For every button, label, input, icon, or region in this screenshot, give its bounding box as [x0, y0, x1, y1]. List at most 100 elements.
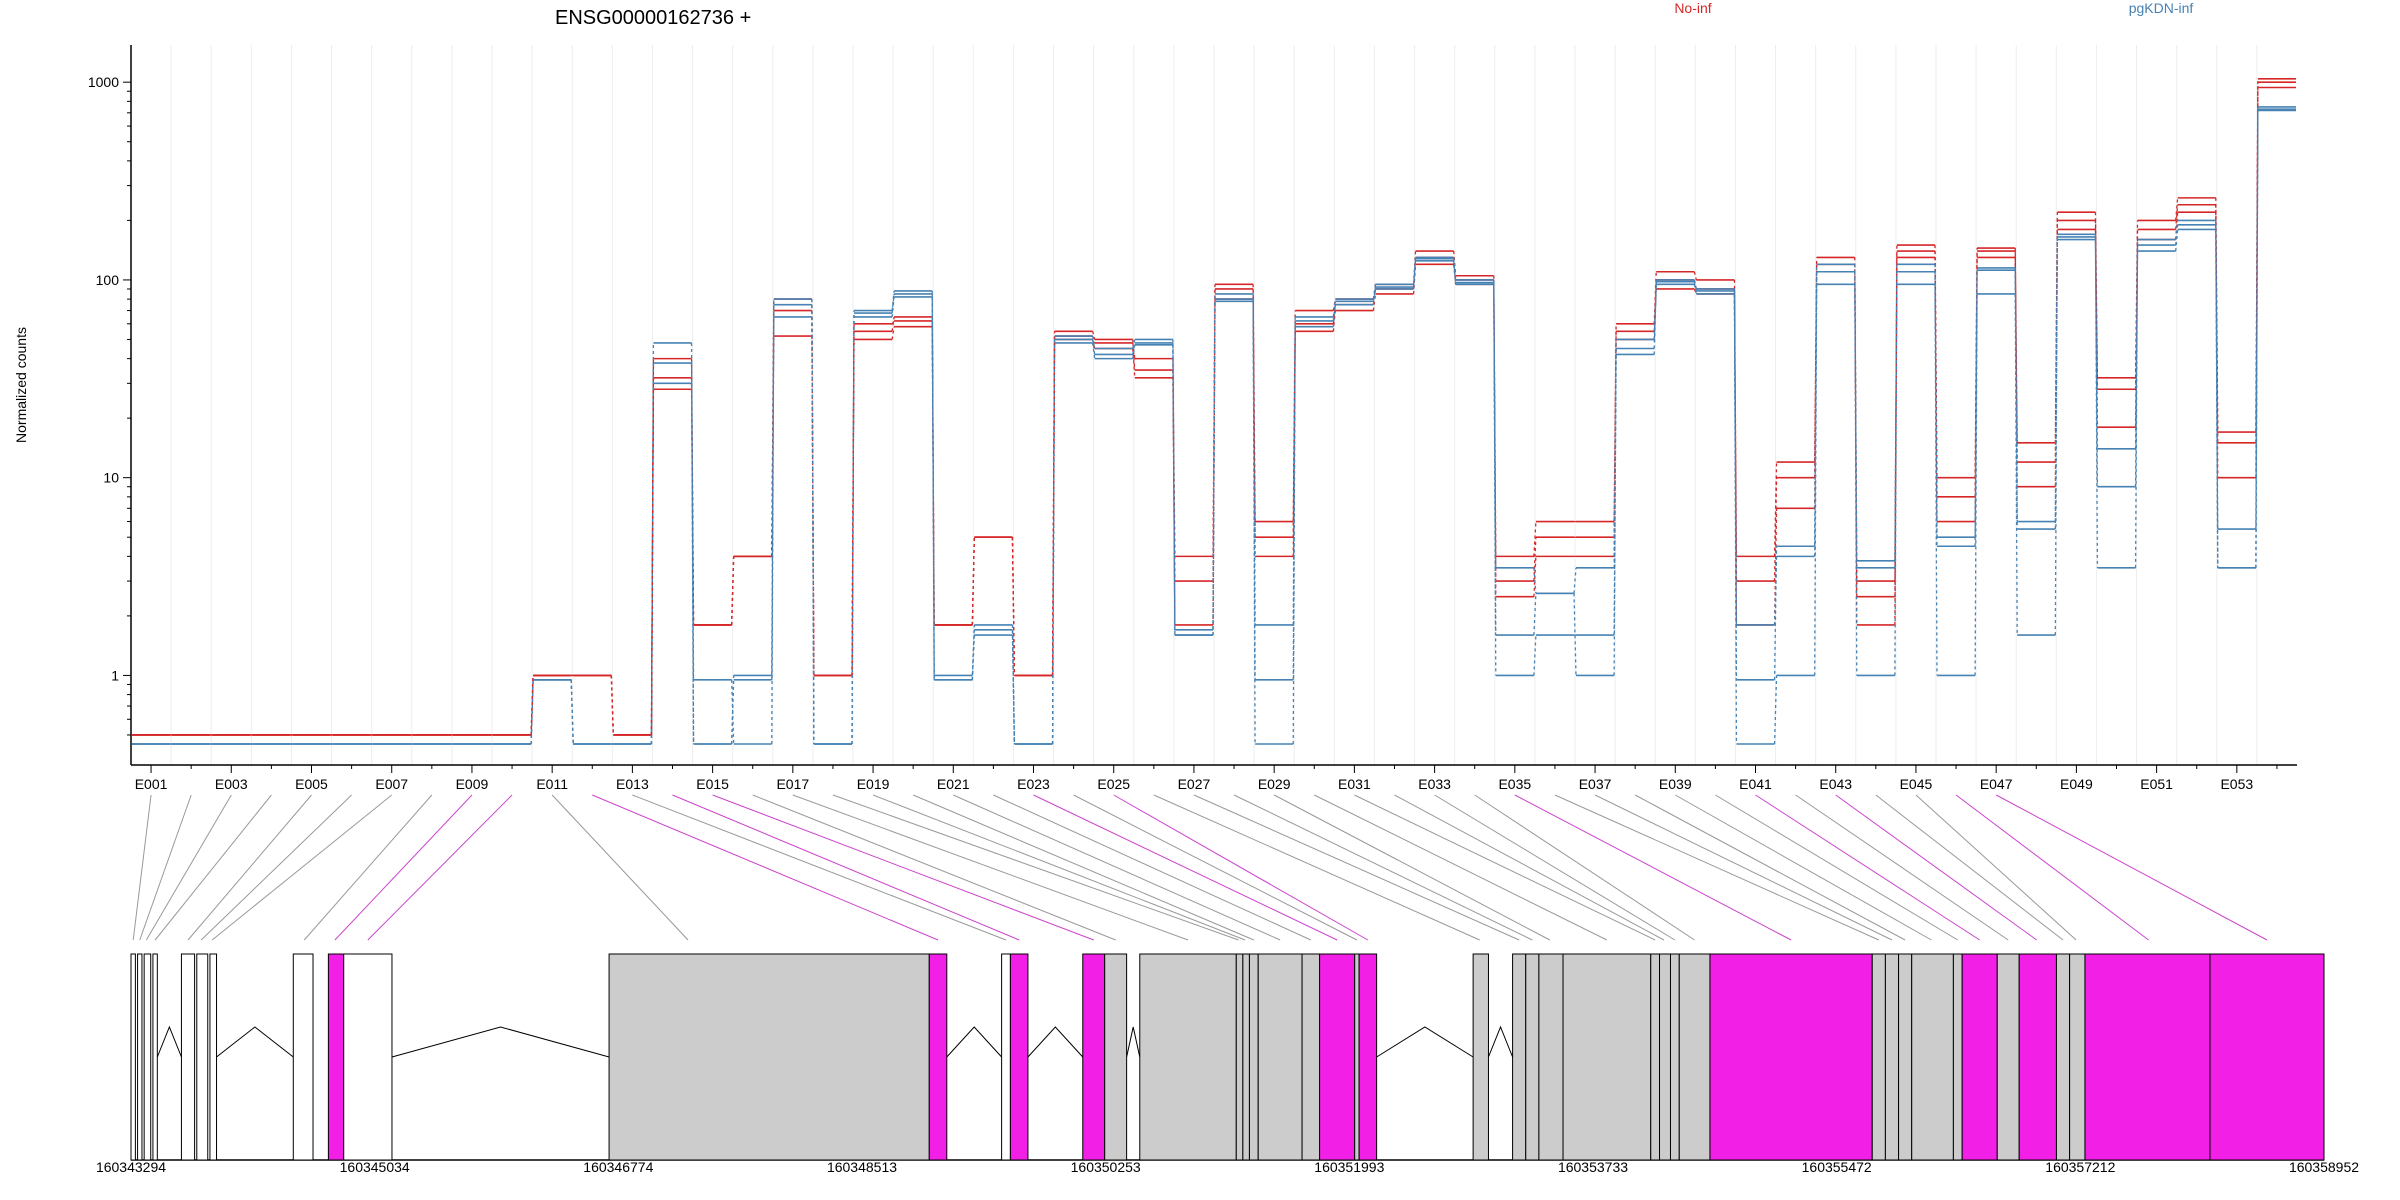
- exon-block: [1512, 953, 1527, 1161]
- exon-connector: [993, 794, 1312, 941]
- exon-connector: [1153, 794, 1480, 941]
- exon-connector: [632, 794, 1007, 941]
- series-transition: [2054, 236, 2058, 530]
- exon-connector: [132, 794, 152, 941]
- genomic-coordinate-label: 160358952: [2289, 1159, 2359, 1175]
- exon-block: [1354, 953, 1360, 1161]
- series-transition: [771, 304, 775, 680]
- series-transition: [2175, 204, 2179, 230]
- x-tick-label: E021: [937, 776, 970, 792]
- exon-block: [343, 953, 393, 1161]
- series-transition: [530, 679, 534, 745]
- genomic-coordinate-label: 160348513: [827, 1159, 897, 1175]
- series-transition: [1573, 567, 1577, 594]
- exon-block: [1319, 953, 1356, 1161]
- series-transition: [811, 304, 815, 745]
- intron-line: [156, 1025, 182, 1058]
- exon-block: [2209, 953, 2325, 1161]
- exon-block: [1301, 953, 1321, 1161]
- exon-block: [608, 953, 930, 1161]
- intron-line: [1126, 1026, 1141, 1058]
- x-tick-label: E005: [295, 776, 328, 792]
- x-tick-label: E025: [1097, 776, 1130, 792]
- exon-block: [1659, 953, 1671, 1161]
- exon-connector: [1795, 794, 2009, 941]
- series-transition: [2255, 106, 2259, 530]
- exon-connector: [712, 794, 1094, 941]
- genomic-coordinate-label: 160355472: [1802, 1159, 1872, 1175]
- series-transition: [1533, 635, 1537, 676]
- exon-connector: [187, 794, 312, 941]
- exon-connector: [154, 794, 272, 941]
- intron-line: [216, 1026, 294, 1058]
- series-transition: [2255, 109, 2259, 568]
- x-tick-label: E001: [135, 776, 168, 792]
- exon-block: [1257, 953, 1303, 1161]
- exon-connector: [1073, 794, 1358, 941]
- exon-block: [2055, 953, 2071, 1161]
- exon-connector: [1514, 794, 1792, 941]
- series-transition: [1934, 271, 1938, 547]
- series-transition: [931, 293, 935, 680]
- series-transition: [1854, 271, 1858, 561]
- series-line: [132, 108, 2296, 745]
- exon-block: [327, 953, 345, 1161]
- intron-line: [946, 1026, 1002, 1058]
- gene-model: 160343294 160345034 160346774 160348513 1603…: [96, 953, 2359, 1175]
- legend-pgkdn-inf: pgKDN-inf: [2129, 0, 2194, 16]
- exon-connector: [145, 794, 232, 941]
- genomic-coordinate-label: 160343294: [96, 1159, 166, 1175]
- exon-block: [1139, 953, 1237, 1161]
- exon-block: [292, 953, 314, 1161]
- series-transition: [2175, 197, 2179, 221]
- genomic-coordinate-label: 160345034: [340, 1159, 410, 1175]
- x-tick-label: E051: [2140, 776, 2173, 792]
- y-tick-label: 1: [111, 667, 119, 683]
- series-transition: [1011, 537, 1016, 676]
- genomic-coordinate-label: 160353733: [1558, 1159, 1628, 1175]
- exon-block: [1996, 953, 2020, 1161]
- series-transition: [610, 675, 614, 735]
- x-tick-label: E007: [375, 776, 408, 792]
- exon-block: [1678, 953, 1711, 1161]
- x-tick-label: E049: [2060, 776, 2093, 792]
- series-transition: [2094, 236, 2099, 568]
- exon-connector: [912, 794, 1255, 941]
- series-transition: [1292, 320, 1296, 625]
- exon-connector: [551, 794, 689, 941]
- series-transition: [1653, 281, 1657, 340]
- exon-block: [2084, 953, 2211, 1161]
- exon-connector: [200, 794, 352, 941]
- x-tick-label: E041: [1739, 776, 1772, 792]
- series-transition: [1172, 342, 1176, 636]
- series-transition: [530, 675, 534, 735]
- series-transition: [1212, 299, 1216, 636]
- series-transition: [2014, 267, 2018, 522]
- exon-connector: [1474, 794, 1695, 941]
- series-transition: [1493, 279, 1497, 636]
- exon-block: [1242, 953, 1250, 1161]
- x-tick-label: E003: [215, 776, 248, 792]
- series-transition: [1132, 348, 1136, 378]
- exon-connector: [1835, 794, 2038, 941]
- series-transition: [1693, 271, 1697, 281]
- series-transition: [1132, 339, 1136, 371]
- series-transition: [1292, 331, 1296, 557]
- genomic-coordinate-label: 160357212: [2045, 1159, 2115, 1175]
- exon-connector: [1594, 794, 1893, 941]
- exon-block: [1001, 953, 1011, 1161]
- exon-block: [1669, 953, 1680, 1161]
- exon-connector: [139, 794, 192, 941]
- series-transition: [570, 679, 574, 745]
- exon-connector: [1995, 794, 2268, 941]
- exon-connector: [1554, 794, 1880, 941]
- series-transition: [1252, 301, 1256, 745]
- exon-block: [1650, 953, 1661, 1161]
- series-transition: [1092, 331, 1096, 340]
- exon-block: [1961, 953, 1998, 1161]
- exon-connector: [334, 794, 473, 941]
- series-transition: [2014, 270, 2018, 530]
- series-transition: [1092, 339, 1096, 355]
- x-tick-label: E031: [1338, 776, 1371, 792]
- x-tick-label: E033: [1418, 776, 1451, 792]
